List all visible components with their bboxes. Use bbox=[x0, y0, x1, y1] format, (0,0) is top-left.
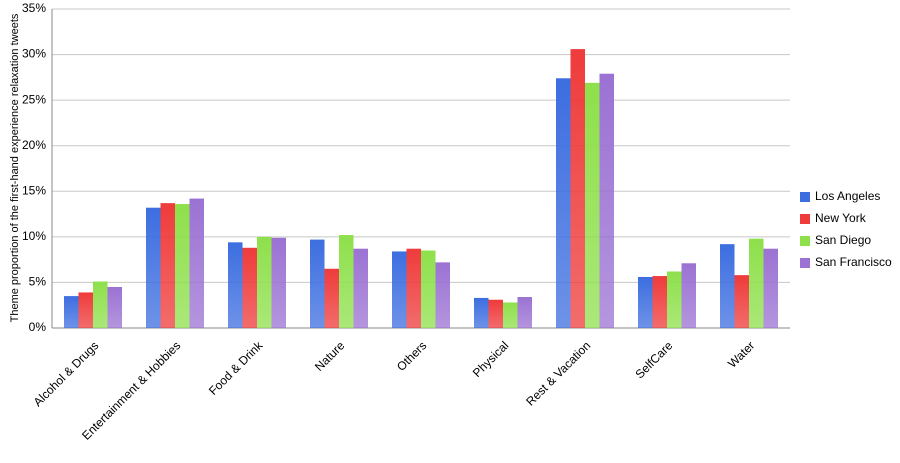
bar bbox=[339, 235, 354, 328]
y-axis-title: Theme proportion of the first-hand exper… bbox=[9, 13, 21, 322]
x-tick-label: Physical bbox=[470, 338, 511, 379]
bar bbox=[517, 297, 532, 328]
legend-label: San Diego bbox=[815, 233, 871, 247]
bar bbox=[353, 248, 368, 328]
bar bbox=[146, 207, 161, 328]
y-tick-label: 25% bbox=[22, 92, 46, 106]
bar bbox=[488, 299, 503, 328]
x-tick-label: Water bbox=[725, 338, 757, 370]
bar bbox=[681, 263, 696, 328]
bar bbox=[175, 204, 190, 328]
bar bbox=[435, 262, 450, 328]
bar bbox=[652, 276, 667, 328]
legend-label: San Francisco bbox=[815, 255, 892, 269]
legend-label: Los Angeles bbox=[815, 189, 880, 203]
bar bbox=[392, 251, 407, 328]
bar bbox=[93, 281, 108, 328]
x-tick-label: Nature bbox=[312, 338, 348, 374]
bar bbox=[189, 198, 204, 328]
legend-swatch bbox=[800, 236, 810, 246]
bar bbox=[749, 238, 764, 328]
y-tick-label: 15% bbox=[22, 183, 46, 197]
y-tick-label: 30% bbox=[22, 47, 46, 61]
bar bbox=[556, 78, 571, 328]
bar bbox=[585, 82, 600, 328]
bar bbox=[78, 292, 93, 328]
bar bbox=[406, 248, 421, 328]
legend-swatch bbox=[800, 214, 810, 224]
y-tick-label: 35% bbox=[22, 1, 46, 15]
bar bbox=[257, 236, 272, 328]
bar bbox=[271, 237, 286, 328]
x-tick-label: SelfCare bbox=[632, 338, 675, 381]
x-tick-label: Others bbox=[394, 338, 429, 373]
bar bbox=[720, 244, 735, 328]
bar bbox=[228, 242, 243, 328]
bar bbox=[107, 286, 122, 328]
y-tick-label: 20% bbox=[22, 138, 46, 152]
bar bbox=[570, 49, 585, 329]
bar bbox=[421, 250, 436, 328]
bar bbox=[503, 302, 518, 328]
bar bbox=[310, 239, 325, 328]
y-tick-label: 10% bbox=[22, 229, 46, 243]
x-tick-label: Food & Drink bbox=[206, 338, 266, 398]
y-tick-label: 0% bbox=[29, 320, 47, 334]
bar bbox=[667, 271, 682, 328]
legend-label: New York bbox=[815, 211, 867, 225]
x-tick-label: Rest & Vacation bbox=[523, 338, 593, 408]
bar bbox=[638, 276, 653, 328]
legend-swatch bbox=[800, 258, 810, 268]
x-tick-label: Alcohol & Drugs bbox=[31, 338, 102, 409]
bar bbox=[324, 268, 339, 328]
bar bbox=[64, 296, 79, 328]
bar bbox=[734, 275, 749, 328]
bar bbox=[160, 203, 175, 328]
bar bbox=[242, 247, 257, 328]
bar bbox=[474, 297, 489, 328]
bar bbox=[763, 248, 778, 328]
y-tick-label: 5% bbox=[29, 275, 47, 289]
legend-swatch bbox=[800, 192, 810, 202]
bar bbox=[599, 73, 614, 328]
